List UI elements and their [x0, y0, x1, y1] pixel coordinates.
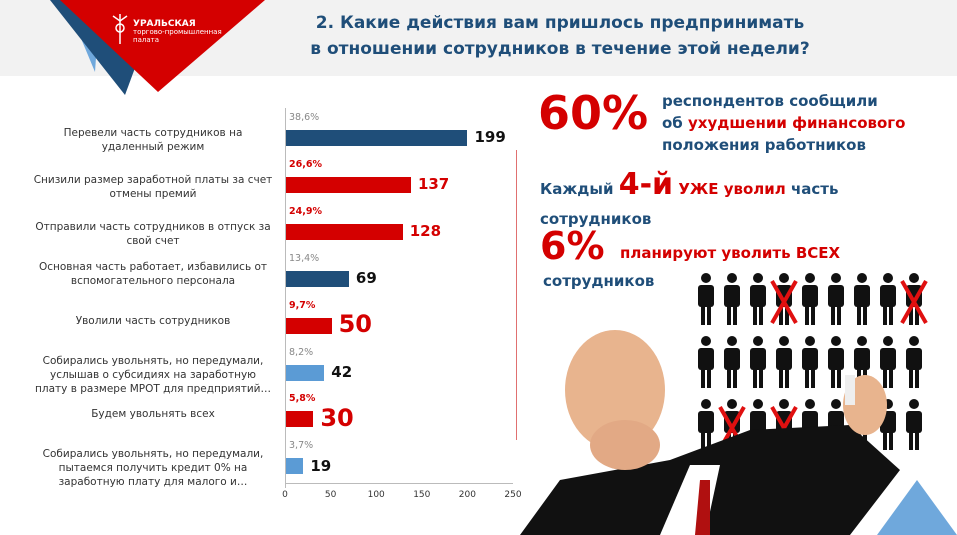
bar [286, 176, 411, 193]
caduceus-icon [112, 14, 128, 44]
category-label: Перевели часть сотрудников на удаленный … [63, 127, 243, 153]
bar [286, 317, 332, 334]
person-icon [854, 273, 870, 325]
x-axis [285, 483, 513, 484]
presenter-image [520, 330, 900, 535]
category-label: Собирались увольнять, но передумали, пыт… [42, 448, 264, 489]
person-icon [724, 273, 740, 325]
person-icon [880, 336, 896, 388]
stat-6-percent: 6% [540, 224, 605, 268]
people-grid [698, 273, 928, 450]
x-tick-label: 100 [367, 490, 385, 500]
page-number: 6 [881, 508, 888, 519]
y-axis [285, 108, 286, 488]
stat-6-text: планируют уволить ВСЕХ [620, 244, 841, 262]
person-icon [880, 273, 896, 325]
percent-label: 3,7% [289, 440, 314, 452]
person-icon [802, 273, 818, 325]
bar [286, 411, 314, 428]
person-icon [906, 336, 922, 388]
person-icon [802, 336, 818, 388]
percent-label: 5,8% [289, 393, 316, 405]
bar [286, 364, 325, 381]
x-tick-label: 200 [458, 490, 476, 500]
x-tick-label: 0 [282, 490, 288, 500]
percent-label: 24,9% [289, 205, 322, 217]
person-icon [828, 336, 844, 388]
percent-label: 13,4% [289, 252, 320, 264]
corner-triangle [877, 480, 957, 535]
percent-label: 38,6% [289, 112, 320, 123]
stat-60-percent: 60% [538, 86, 649, 140]
category-label: Основная часть работает, избавились от в… [38, 260, 268, 287]
page-title: 2. Какие действия вам пришлось предприни… [310, 13, 810, 59]
value-label: 137 [417, 175, 450, 194]
person-icon [750, 273, 766, 325]
value-label: 69 [355, 268, 377, 287]
value-label: 42 [331, 362, 353, 381]
category-label: Будем увольнять всех [91, 408, 215, 421]
value-label: 199 [474, 128, 506, 147]
person-icon [770, 273, 798, 325]
person-icon [724, 336, 740, 388]
x-tick-label: 150 [413, 490, 431, 500]
category-label: Уволили часть сотрудников [75, 314, 231, 327]
stat-60-text: респондентов сообщили об ухудшении финанс… [662, 92, 906, 154]
divider-line [516, 150, 517, 440]
x-tick-label: 250 [504, 490, 522, 500]
value-label: 128 [409, 222, 442, 241]
logo-banner [50, 0, 265, 95]
person-icon [750, 336, 766, 388]
category-label: Снизили размер заработной платы за счет … [33, 173, 273, 200]
person-icon [906, 399, 922, 450]
category-label: Собирались увольнять, но передумали, усл… [35, 354, 271, 395]
bar [286, 223, 403, 240]
person-icon [698, 273, 714, 325]
person-icon [828, 273, 844, 325]
value-label: 50 [338, 310, 372, 338]
bar [286, 130, 468, 146]
percent-label: 8,2% [289, 346, 314, 358]
percent-label: 26,6% [289, 158, 322, 170]
value-label: 30 [320, 403, 354, 432]
logo-text: УРАЛЬСКАЯ торгово-промышленная палата [133, 19, 222, 45]
percent-label: 9,7% [289, 299, 316, 311]
person-icon [698, 399, 714, 450]
category-label: Отправили часть сотрудников в отпуск за … [35, 220, 271, 247]
person-icon [776, 336, 792, 388]
value-label: 19 [310, 456, 332, 475]
x-tick-label: 50 [324, 490, 337, 500]
bar [286, 270, 349, 287]
bar [286, 458, 304, 475]
stat-4th-text: Каждый 4-й УЖЕ уволил часть сотрудников [540, 167, 839, 229]
person-icon [698, 336, 714, 388]
stat-6-text-2: сотрудников [543, 272, 655, 290]
person-icon [900, 273, 928, 325]
